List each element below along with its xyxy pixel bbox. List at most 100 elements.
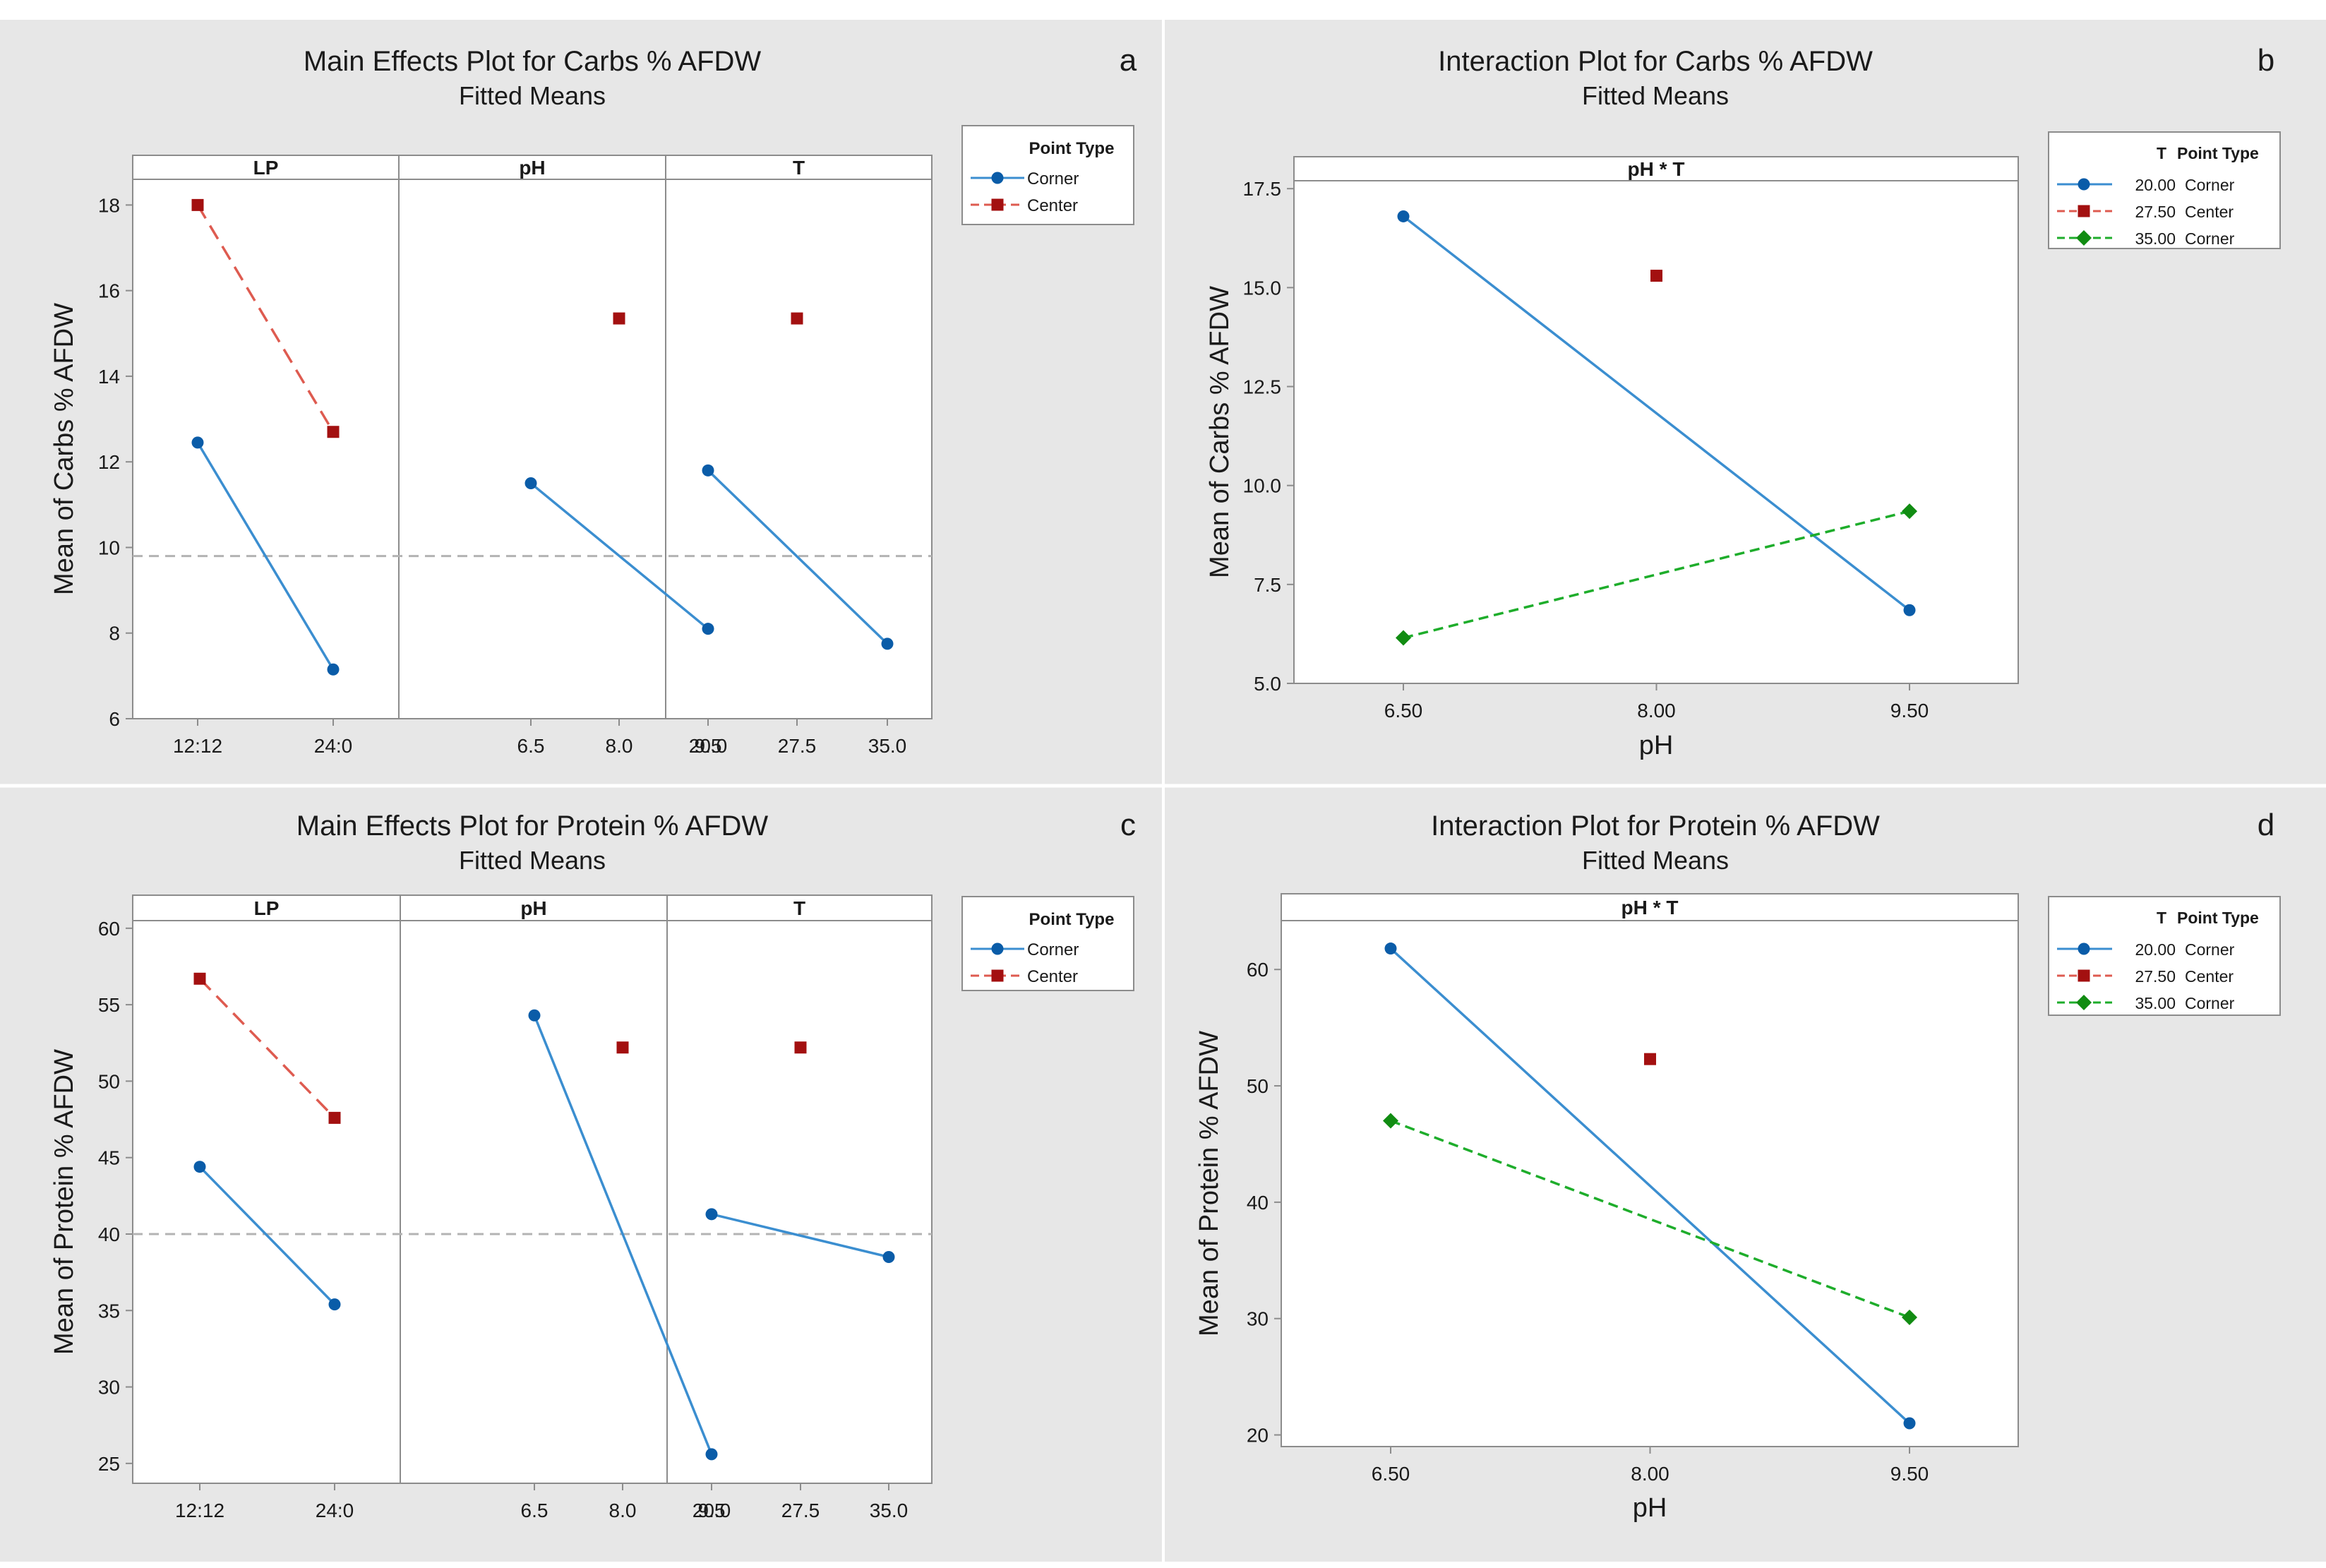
legend-marker xyxy=(2076,230,2092,246)
chart-subtitle: Fitted Means xyxy=(459,846,606,875)
panel-letter: b xyxy=(2258,43,2274,78)
corner-point xyxy=(702,623,714,635)
corner-point xyxy=(193,1161,206,1173)
y-tick-label: 14 xyxy=(98,366,120,388)
chart-panel-c: Main Effects Plot for Protein % AFDW Fitt… xyxy=(49,808,1136,1521)
corner-line xyxy=(529,482,709,630)
series-t-27_50 xyxy=(1644,1053,1656,1065)
x-tick-label: 9.5 xyxy=(698,1500,726,1521)
y-tick-label: 5.0 xyxy=(1254,673,1281,695)
legend-box xyxy=(2048,131,2281,249)
x-tick-label: 6.5 xyxy=(521,1500,548,1521)
plot-area xyxy=(1281,893,2019,1447)
panel-letter: a xyxy=(1120,43,1137,78)
legend-marker xyxy=(2078,205,2090,217)
corner-line xyxy=(711,1213,889,1259)
legend-marker xyxy=(2078,969,2090,982)
y-tick-label: 60 xyxy=(98,918,120,940)
y-tick-label: 10.0 xyxy=(1243,475,1282,497)
y-tick-label: 16 xyxy=(98,280,120,302)
facet-strip-label: T xyxy=(793,897,805,919)
x-tick-label: 24:0 xyxy=(314,735,353,757)
y-tick-label: 35 xyxy=(98,1300,120,1322)
corner-point xyxy=(705,1448,718,1461)
chart-title: Main Effects Plot for Protein % AFDW xyxy=(296,810,769,842)
y-axis: 20 30 40 50 60 xyxy=(1247,959,1281,1447)
series-line xyxy=(1403,510,1910,640)
y-axis: 5.0 7.5 10.0 12.5 15.0 17.5 xyxy=(1243,178,1294,695)
series-t-35_00 xyxy=(1383,1113,1917,1326)
data-point xyxy=(1396,630,1411,646)
plot-area xyxy=(132,894,933,1484)
y-axis-label: Mean of Protein % AFDW xyxy=(49,1049,79,1355)
y-tick-label: 25 xyxy=(98,1453,120,1475)
y-tick-label: 50 xyxy=(1247,1075,1269,1097)
y-tick-label: 8 xyxy=(109,623,120,645)
facet-ph: pH 6.5 8.0 9.5 xyxy=(517,157,722,757)
corner-line xyxy=(198,1166,336,1305)
series-t-27_50 xyxy=(1650,270,1662,282)
center-point xyxy=(791,312,803,325)
corner-point xyxy=(705,1208,718,1221)
x-tick-label: 9.50 xyxy=(1890,1463,1929,1485)
facet-strip-label: pH xyxy=(520,897,546,919)
corner-point xyxy=(882,1250,895,1263)
chart-subtitle: Fitted Means xyxy=(1582,81,1729,110)
y-tick-label: 12 xyxy=(98,451,120,473)
x-tick-label: 8.00 xyxy=(1631,1463,1669,1485)
y-tick-label: 60 xyxy=(1247,959,1269,981)
corner-point xyxy=(327,663,340,676)
legend-marker xyxy=(991,198,1004,211)
legend-t-value: 35.00 xyxy=(2135,994,2176,1012)
corner-point xyxy=(702,464,714,477)
corner-line xyxy=(196,442,335,671)
corner-point xyxy=(524,477,537,490)
legend-t-value: 35.00 xyxy=(2135,229,2176,248)
strip-label: pH * T xyxy=(1621,897,1679,918)
data-point xyxy=(1384,942,1397,955)
x-tick-label: 9.50 xyxy=(1890,700,1929,722)
legend-point-type: Corner xyxy=(2185,994,2235,1012)
y-tick-label: 17.5 xyxy=(1243,178,1282,200)
legend-marker xyxy=(991,969,1004,982)
strip-label: pH * T xyxy=(1628,158,1685,180)
y-axis-label: Mean of Protein % AFDW xyxy=(1194,1031,1224,1336)
legend-t-value: 27.50 xyxy=(2135,203,2176,221)
legend-entry: Corner xyxy=(1027,940,1079,959)
x-tick-label: 27.5 xyxy=(781,1500,820,1521)
x-tick-label: 12:12 xyxy=(175,1500,224,1521)
y-tick-label: 40 xyxy=(98,1223,120,1245)
panel-letter: c xyxy=(1120,808,1136,842)
facet-strip-label: pH xyxy=(519,157,545,179)
y-tick-label: 15.0 xyxy=(1243,277,1282,299)
y-axis-label: Mean of Carbs % AFDW xyxy=(49,303,79,595)
legend-point-type: Corner xyxy=(2185,229,2235,248)
x-tick-label: 6.50 xyxy=(1372,1463,1410,1485)
legend-title-t: T xyxy=(2157,144,2166,162)
data-point xyxy=(1903,604,1916,616)
chart-panel-b: Interaction Plot for Carbs % AFDW Fitted … xyxy=(1205,43,2281,760)
data-point xyxy=(1650,270,1662,282)
chart-title: Interaction Plot for Carbs % AFDW xyxy=(1438,46,1873,77)
center-line xyxy=(198,978,336,1119)
legend-title: Point Type xyxy=(1029,910,1115,929)
legend-point-type: Center xyxy=(2185,203,2234,221)
data-point xyxy=(1397,210,1410,222)
center-point xyxy=(193,972,206,985)
data-point xyxy=(1902,1310,1917,1326)
y-tick-label: 30 xyxy=(98,1377,120,1399)
facet-strip-label: LP xyxy=(253,157,279,179)
series-line xyxy=(1389,947,1911,1425)
series-t-20_00 xyxy=(1397,210,1916,616)
chart-panel-d: Interaction Plot for Protein % AFDW Fitte… xyxy=(1194,808,2281,1523)
facet-strip-label: T xyxy=(793,157,805,179)
center-point xyxy=(327,426,340,438)
series-t-20_00 xyxy=(1384,942,1916,1430)
center-point xyxy=(613,312,625,325)
legend-entry: Corner xyxy=(1027,169,1079,188)
x-tick-label: 24:0 xyxy=(316,1500,354,1521)
y-tick-label: 12.5 xyxy=(1243,376,1282,398)
y-axis: 25 30 35 40 45 50 55 60 xyxy=(98,918,133,1475)
